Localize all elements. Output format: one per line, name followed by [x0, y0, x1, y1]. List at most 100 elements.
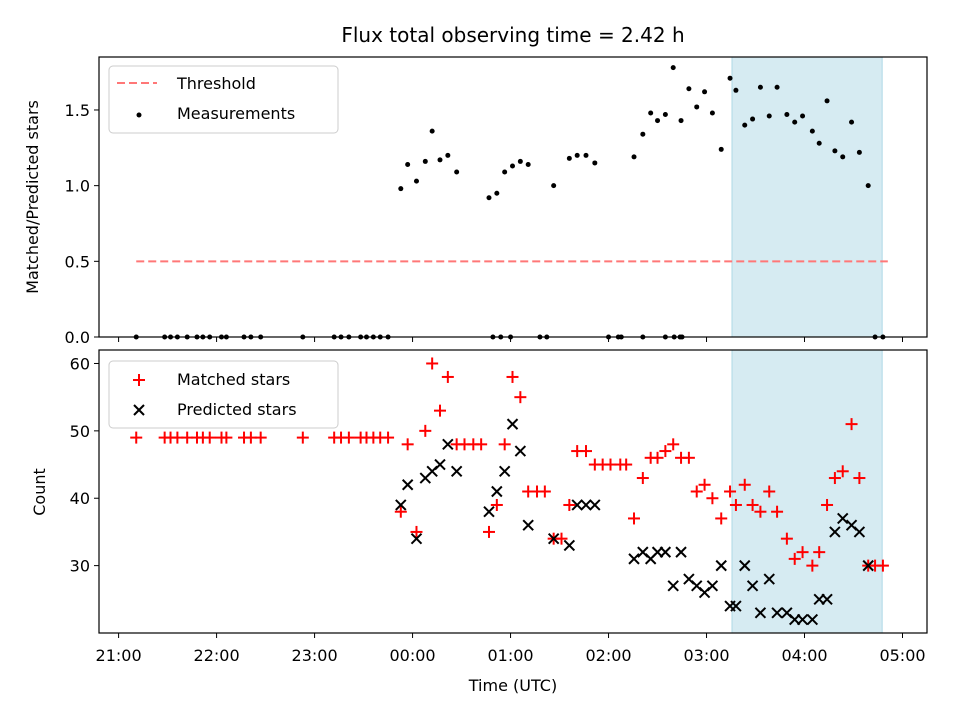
matched-point [482, 525, 495, 538]
y-tick-label: 60 [70, 354, 90, 373]
predicted-point [491, 485, 503, 498]
x-tick-label: 01:00 [487, 646, 533, 665]
matched-point [394, 505, 407, 518]
measurement-point [574, 152, 580, 158]
matched-point [813, 546, 826, 559]
predicted-point [514, 445, 527, 457]
measurement-point [800, 113, 806, 119]
predicted-point [853, 526, 866, 538]
measurement-point [640, 131, 646, 137]
matched-point [724, 485, 737, 498]
measurement-point [454, 169, 460, 175]
predicted-point [837, 512, 849, 525]
matched-point [130, 431, 143, 444]
predicted-point [715, 559, 727, 572]
measurement-point [429, 128, 435, 134]
y-tick-label: 30 [70, 557, 90, 576]
measurement-point [750, 116, 756, 122]
measurement-point [792, 119, 798, 125]
measurement-point [702, 89, 708, 95]
matched-point [771, 505, 784, 518]
measurement-point [566, 155, 572, 161]
matched-point [845, 418, 858, 431]
measurement-point [784, 112, 790, 118]
measurement-point [525, 161, 531, 167]
bottom-y-ticks: 30 40 50 60 [70, 354, 99, 576]
x-tick-label: 03:00 [683, 646, 729, 665]
measurement-point [398, 186, 404, 192]
measurement-point [824, 98, 830, 104]
predicted-point [442, 438, 454, 451]
predicted-point [675, 546, 687, 558]
measurement-point [757, 84, 763, 90]
x-tick-label: 05:00 [879, 646, 925, 665]
matched-point [636, 472, 649, 485]
predicted-point [821, 593, 833, 606]
matched-point [475, 438, 488, 451]
predicted-point [796, 613, 809, 626]
matched-point [796, 546, 809, 559]
predicted-point [483, 506, 495, 518]
measurement-point [686, 86, 692, 92]
predicted-point [754, 607, 767, 619]
matched-point [620, 458, 633, 471]
predicted-point [746, 580, 759, 592]
bottom-shaded-span [731, 349, 883, 634]
matched-point [738, 478, 751, 491]
matched-point [433, 404, 446, 417]
measurement-point [840, 154, 846, 160]
predicted-point [739, 559, 751, 572]
measurement-point [486, 195, 492, 201]
legend-measurements-label: Measurements [177, 104, 295, 123]
matched-point [220, 431, 233, 444]
bottom-ylabel: Count [30, 468, 49, 516]
matched-point [419, 424, 432, 437]
legend-threshold-label: Threshold [176, 74, 256, 93]
matched-point [659, 445, 672, 458]
measurement-point [774, 84, 780, 90]
matched-point [426, 357, 439, 370]
measurement-point [718, 146, 724, 152]
measurement-point [517, 158, 523, 164]
top-legend: Threshold Measurements [108, 65, 339, 134]
matched-point [806, 559, 819, 572]
matched-point [746, 498, 759, 511]
measurement-point [551, 183, 557, 189]
top-x-ticks [118, 337, 904, 342]
predicted-point [667, 580, 679, 592]
matched-point [667, 438, 680, 451]
predicted-point [395, 499, 407, 511]
predicted-point [506, 418, 519, 430]
x-tick-label: 23:00 [292, 646, 338, 665]
predicted-point [829, 526, 841, 538]
predicted-point [547, 532, 560, 545]
measurement-point [709, 110, 715, 116]
matched-point [729, 498, 742, 511]
matched-point [382, 431, 395, 444]
matched-point [296, 431, 309, 444]
measurement-point [413, 178, 419, 184]
matched-point [651, 451, 664, 464]
measurement-point [592, 160, 598, 166]
matched-point [203, 431, 216, 444]
measurement-point [733, 87, 739, 93]
predicted-point [589, 499, 601, 511]
matched-point [682, 451, 695, 464]
x-tick-label: 22:00 [194, 646, 240, 665]
measurement-point [445, 152, 451, 158]
x-tick-label: 21:00 [96, 646, 142, 665]
measurement-point [648, 110, 654, 116]
measurement-point [694, 104, 700, 110]
matched-point [706, 492, 719, 505]
measurement-point [809, 128, 815, 134]
matched-point [563, 498, 576, 511]
matched-point [628, 512, 641, 525]
bottom-panel: 30 40 50 60 21:00 22:00 23:00 00:00 01:00 02:00 0… [30, 349, 928, 695]
legend-measurements-swatch [136, 112, 142, 118]
matched-point [342, 431, 355, 444]
predicted-point [706, 580, 719, 592]
matched-point [780, 532, 793, 545]
legend-predicted-swatch [133, 404, 145, 416]
measurement-point [678, 118, 684, 124]
matched-point [754, 505, 767, 518]
